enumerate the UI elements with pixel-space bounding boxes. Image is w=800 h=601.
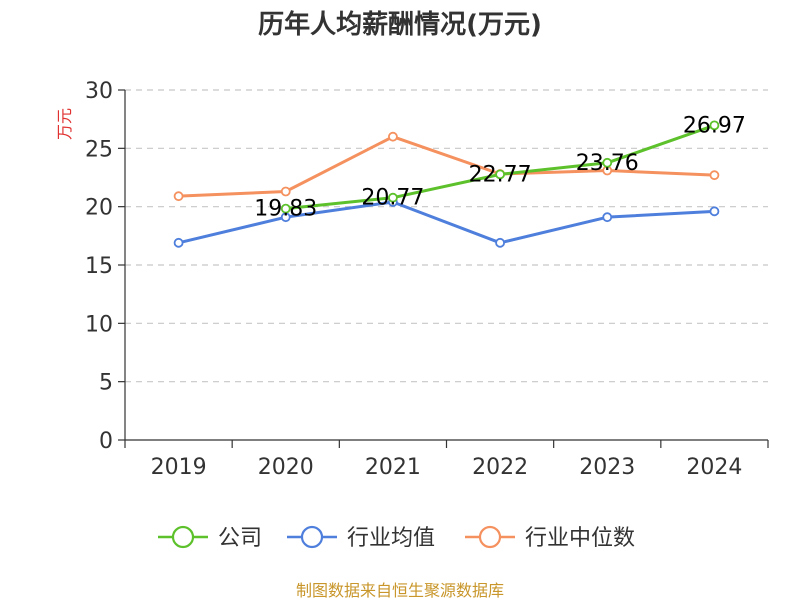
y-tick-label: 5 xyxy=(99,371,113,396)
x-tick-label: 2024 xyxy=(686,455,742,480)
data-point xyxy=(173,237,184,248)
data-point xyxy=(173,191,184,202)
series-lines xyxy=(173,120,720,248)
y-tick-label: 20 xyxy=(85,196,113,221)
grid-lines xyxy=(125,89,768,383)
y-tick-label: 0 xyxy=(99,429,113,454)
y-tick-label: 15 xyxy=(85,254,113,279)
y-tick-label: 25 xyxy=(85,137,113,162)
data-point xyxy=(388,131,398,142)
data-label: 22.77 xyxy=(469,162,532,187)
legend-marker xyxy=(478,525,502,549)
y-axis-label: 万元 xyxy=(55,108,74,140)
data-label: 19.83 xyxy=(254,197,317,222)
data-point xyxy=(495,169,505,180)
data-point xyxy=(280,203,291,214)
legend-label: 行业中位数 xyxy=(525,526,635,551)
legend-label: 公司 xyxy=(218,526,262,551)
series-line-2 xyxy=(178,135,715,198)
y-tick-label: 10 xyxy=(85,312,113,337)
data-point xyxy=(709,206,720,217)
data-label: 20.77 xyxy=(361,186,424,211)
y-tick-label: 30 xyxy=(85,79,113,104)
source-note: 制图数据来自恒生聚源数据库 xyxy=(295,581,504,600)
x-tick-label: 2019 xyxy=(151,455,207,480)
legend-marker xyxy=(171,525,195,549)
data-point xyxy=(602,212,613,223)
data-point xyxy=(602,157,613,168)
x-tick-label: 2020 xyxy=(258,455,314,480)
axes: 0 5 10 15 20 25 30 2019 2020 2021 2022 2023 2024 万元 xyxy=(55,79,769,480)
legend: 公司 行业均值 行业中位数 xyxy=(158,525,635,551)
legend-marker xyxy=(300,525,324,549)
data-label: 26.97 xyxy=(683,113,746,138)
series-line-1 xyxy=(178,200,715,245)
data-labels: 19.83 20.77 22.77 23.76 26.97 xyxy=(254,113,746,221)
data-point xyxy=(495,237,505,248)
data-point xyxy=(280,186,291,197)
x-tick-label: 2021 xyxy=(365,455,421,480)
data-point xyxy=(709,170,720,181)
data-point xyxy=(709,120,720,131)
data-label: 23.76 xyxy=(576,151,639,176)
chart-title: 历年人均薪酬情况(万元) xyxy=(258,10,542,40)
x-tick-label: 2022 xyxy=(472,455,528,480)
data-point xyxy=(388,192,398,203)
legend-label: 行业均值 xyxy=(347,526,435,551)
x-tick-label: 2023 xyxy=(579,455,635,480)
